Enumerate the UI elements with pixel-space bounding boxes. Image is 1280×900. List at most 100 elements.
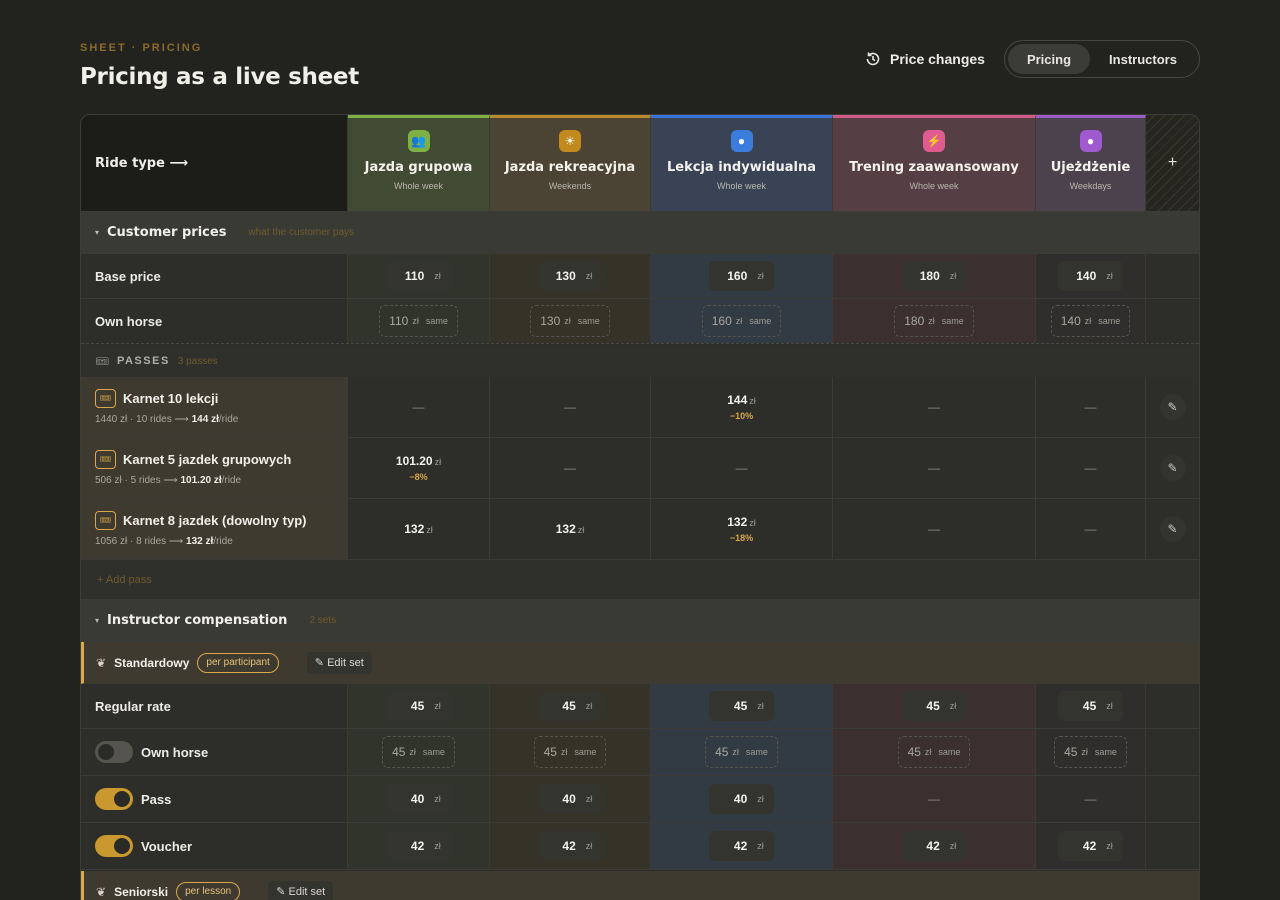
pass-info[interactable]: 🎟 Karnet 10 lekcji 1440 zł · 10 rides ⟶ 1… [81, 377, 348, 437]
base-price-input[interactable]: 110 zł [386, 261, 451, 291]
base-price-input[interactable]: 180 zł [901, 261, 967, 291]
column-trening-zaawansowany[interactable]: ⚡ Trening zaawansowany Whole week [833, 115, 1036, 211]
value: 132 [404, 522, 425, 536]
column-ujezdzenie[interactable]: ● Ujeżdżenie Weekdays [1036, 115, 1146, 211]
compensation-set-header: ❦ Seniorski per lesson ✎ Edit set [81, 871, 1199, 900]
rate-input[interactable]: 40 zł [537, 784, 603, 814]
edit-pass-button[interactable]: ✎ [1159, 516, 1186, 542]
circle-icon: ● [1079, 130, 1102, 152]
base-price-input[interactable]: 160 zł [709, 261, 774, 291]
value: 140 [1076, 269, 1097, 283]
unit: zł [1106, 701, 1113, 711]
unit: zł [924, 747, 932, 757]
unit: zł [426, 525, 433, 535]
value: 132 [555, 522, 576, 536]
column-name: Lekcja indywidualna [667, 160, 816, 175]
unit: zł [560, 747, 568, 757]
column-jazda-grupowa[interactable]: 👥 Jazda grupowa Whole week [348, 115, 490, 211]
rate-input[interactable]: 45 zł [537, 691, 603, 721]
unit: zł [434, 794, 441, 804]
column-name: Trening zaawansowany [849, 160, 1019, 175]
rate-input[interactable]: 45 zł [1058, 691, 1123, 721]
own-horse-rate-field[interactable]: 45 zł same [897, 736, 971, 768]
discount: −10% [729, 411, 754, 421]
pass-value[interactable]: 144 zł −10% [727, 393, 756, 421]
rate-input[interactable]: 40 zł [386, 784, 451, 814]
pass-calculation: 506 zł · 5 rides ⟶ 101.20 zł/ride [95, 475, 241, 486]
section-instructor-compensation[interactable]: ▾ Instructor compensation 2 sets [81, 600, 1199, 642]
value: 40 [410, 792, 425, 806]
unit: zł [757, 701, 764, 711]
rate-input[interactable]: 42 zł [709, 831, 774, 861]
rate-input[interactable]: 40 zł [709, 784, 774, 814]
value: 45 [715, 745, 729, 759]
pass-value[interactable]: 132 zł −18% [727, 515, 756, 543]
value: 160 [711, 314, 732, 328]
ticket-icon: 🎟 [95, 355, 109, 368]
base-price-row: Base price 110 zł 130 zł 160 zł 180 zł 140 zł [81, 254, 1199, 299]
edit-set-button[interactable]: ✎ Edit set [268, 880, 334, 900]
add-column-button[interactable]: + [1146, 115, 1199, 211]
own-horse-price-field[interactable]: 110 zł same [379, 305, 458, 337]
base-price-input[interactable]: 130 zł [537, 261, 603, 291]
value: 132 [727, 515, 748, 529]
unit: zł [434, 457, 442, 467]
edit-pass-button[interactable]: ✎ [1159, 455, 1186, 481]
calc-prefix: 1056 zł · 8 rides ⟶ [95, 536, 187, 547]
calc-suffix: /ride [213, 536, 233, 547]
own-horse-rate-field[interactable]: 45 zł same [382, 736, 455, 768]
empty-cell: — [735, 461, 748, 475]
rate-input[interactable]: 45 zł [901, 691, 967, 721]
own-horse-price-field[interactable]: 160 zł same [701, 305, 782, 337]
value: 40 [562, 792, 576, 806]
pass-toggle[interactable] [95, 788, 133, 810]
unit: zł [434, 841, 441, 851]
column-name: Jazda grupowa [364, 160, 473, 175]
rate-input[interactable]: 42 zł [386, 831, 451, 861]
rate-input[interactable]: 42 zł [1058, 831, 1123, 861]
tab-instructors[interactable]: Instructors [1109, 51, 1177, 67]
value: 180 [904, 314, 925, 328]
value: 45 [926, 699, 940, 713]
page-title: Pricing as a live sheet [80, 64, 359, 90]
rate-input[interactable]: 42 zł [537, 831, 603, 861]
pass-row: 🎟 Karnet 5 jazdek grupowych 506 zł · 5 ri… [81, 438, 1199, 499]
value: 40 [733, 792, 748, 806]
row-label-with-toggle: Voucher [81, 823, 348, 869]
empty-cell: — [564, 461, 576, 475]
own-horse-price-field[interactable]: 140 zł same [1050, 305, 1131, 337]
add-pass-button[interactable]: + Add pass [81, 560, 1199, 600]
column-jazda-rekreacyjna[interactable]: ☀ Jazda rekreacyjna Weekends [490, 115, 651, 211]
rate-input[interactable]: 45 zł [386, 691, 451, 721]
same-hint: same [577, 316, 600, 326]
unit: zł [749, 518, 756, 528]
base-price-input[interactable]: 140 zł [1058, 261, 1123, 291]
own-horse-toggle[interactable] [95, 741, 133, 763]
edit-pass-button[interactable]: ✎ [1159, 394, 1186, 420]
rate-input[interactable]: 42 zł [901, 831, 967, 861]
own-horse-rate-field[interactable]: 45 zł same [1054, 736, 1127, 768]
pass-value[interactable]: 101.20 zł −8% [396, 454, 441, 482]
pass-value[interactable]: 132 zł [556, 522, 585, 536]
section-customer-prices[interactable]: ▾ Customer prices what the customer pays [81, 212, 1199, 254]
voucher-toggle[interactable] [95, 835, 133, 857]
price-changes-button[interactable]: Price changes [864, 50, 985, 68]
rate-input[interactable]: 45 zł [709, 691, 774, 721]
own-horse-rate-field[interactable]: 45 zł same [533, 736, 607, 768]
value: 42 [562, 839, 576, 853]
pass-value[interactable]: 132 zł [404, 522, 433, 536]
same-hint: same [422, 747, 445, 757]
tab-pricing[interactable]: Pricing [1008, 44, 1090, 74]
own-horse-rate-field[interactable]: 45 zł same [705, 736, 778, 768]
pass-info[interactable]: 🎟 Karnet 8 jazdek (dowolny typ) 1056 zł ·… [81, 499, 348, 559]
voucher-rate-row: Voucher 42 zł 42 zł 42 zł 42 zł 42 zł [81, 823, 1199, 870]
value: 42 [733, 839, 748, 853]
same-hint: same [749, 316, 772, 326]
own-horse-price-field[interactable]: 180 zł same [894, 305, 974, 337]
column-lekcja-indywidualna[interactable]: ● Lekcja indywidualna Whole week [651, 115, 833, 211]
edit-set-button[interactable]: ✎ Edit set [306, 651, 372, 674]
unit: zł [564, 316, 571, 326]
pass-info[interactable]: 🎟 Karnet 5 jazdek grupowych 506 zł · 5 ri… [81, 438, 348, 498]
own-horse-price-field[interactable]: 130 zł same [530, 305, 610, 337]
value: 101.20 [395, 454, 433, 468]
